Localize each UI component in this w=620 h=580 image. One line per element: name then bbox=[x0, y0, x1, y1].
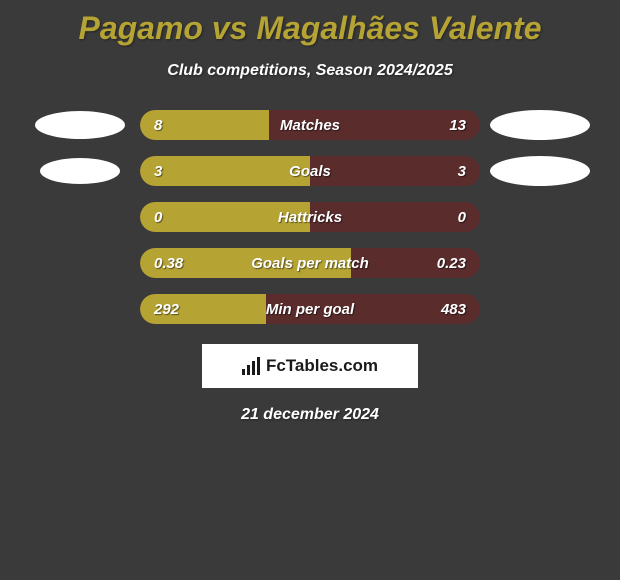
stat-label: Goals per match bbox=[251, 255, 369, 272]
avatar-right-container bbox=[480, 110, 600, 140]
stat-row-goals: 3 Goals 3 bbox=[0, 156, 620, 186]
stat-value-right: 3 bbox=[458, 163, 466, 180]
stat-value-left: 292 bbox=[154, 301, 179, 318]
stat-value-left: 3 bbox=[154, 163, 162, 180]
date-text: 21 december 2024 bbox=[0, 406, 620, 424]
stat-value-right: 483 bbox=[441, 301, 466, 318]
logo-chart-icon bbox=[242, 357, 260, 375]
player-avatar-left bbox=[35, 111, 125, 139]
page-title: Pagamo vs Magalhães Valente bbox=[0, 10, 620, 47]
avatar-left-container bbox=[20, 111, 140, 139]
player-avatar-right bbox=[490, 110, 590, 140]
stat-value-right: 13 bbox=[449, 117, 466, 134]
player-avatar-right bbox=[490, 156, 590, 186]
stat-row-mpg: 292 Min per goal 483 bbox=[0, 294, 620, 324]
stat-bar: 8 Matches 13 bbox=[140, 110, 480, 140]
stat-row-gpm: 0.38 Goals per match 0.23 bbox=[0, 248, 620, 278]
stat-row-hattricks: 0 Hattricks 0 bbox=[0, 202, 620, 232]
stat-row-matches: 8 Matches 13 bbox=[0, 110, 620, 140]
stat-value-left: 0 bbox=[154, 209, 162, 226]
stat-bar: 3 Goals 3 bbox=[140, 156, 480, 186]
site-logo: FcTables.com bbox=[202, 344, 418, 388]
player-avatar-left bbox=[40, 158, 120, 184]
stat-label: Min per goal bbox=[266, 301, 354, 318]
stat-bar: 0.38 Goals per match 0.23 bbox=[140, 248, 480, 278]
stat-bar: 292 Min per goal 483 bbox=[140, 294, 480, 324]
avatar-right-container bbox=[480, 156, 600, 186]
stat-value-right: 0.23 bbox=[437, 255, 466, 272]
stat-value-right: 0 bbox=[458, 209, 466, 226]
bar-fill bbox=[140, 156, 310, 186]
avatar-left-container bbox=[20, 158, 140, 184]
stat-label: Goals bbox=[289, 163, 331, 180]
subtitle: Club competitions, Season 2024/2025 bbox=[0, 62, 620, 80]
stat-label: Matches bbox=[280, 117, 340, 134]
logo-text: FcTables.com bbox=[266, 356, 378, 376]
stat-label: Hattricks bbox=[278, 209, 342, 226]
stat-value-left: 8 bbox=[154, 117, 162, 134]
stat-bar: 0 Hattricks 0 bbox=[140, 202, 480, 232]
stat-value-left: 0.38 bbox=[154, 255, 183, 272]
